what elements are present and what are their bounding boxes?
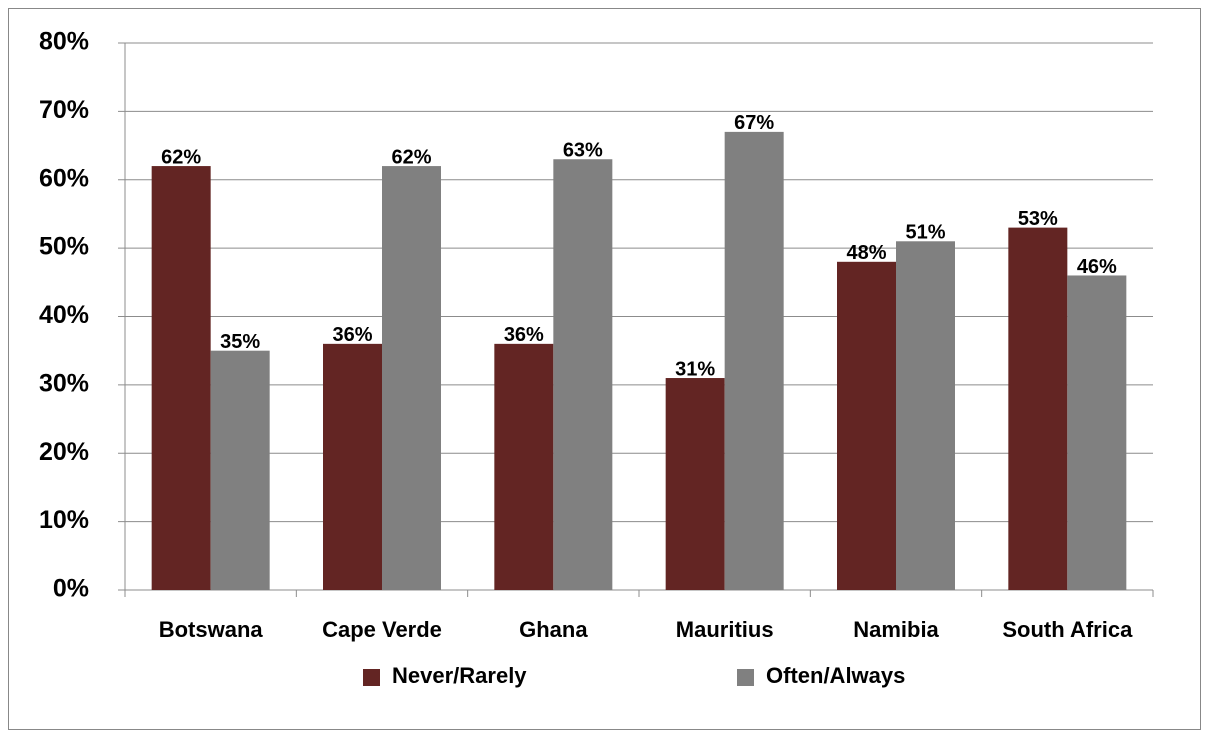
- bar: [151, 166, 211, 590]
- y-tick-label: 50%: [39, 233, 89, 261]
- bar: [494, 343, 554, 590]
- bar: [323, 343, 382, 590]
- data-label: 62%: [391, 146, 431, 168]
- bar: [665, 378, 725, 590]
- y-tick-label: 80%: [39, 28, 89, 56]
- bar: [724, 131, 784, 590]
- legend-label: Often/Always: [766, 663, 905, 688]
- y-tick-label: 10%: [39, 506, 89, 534]
- y-tick-label: 0%: [53, 575, 89, 603]
- data-label: 53%: [1018, 208, 1058, 230]
- data-label: 36%: [504, 324, 544, 346]
- data-label: 46%: [1077, 256, 1117, 278]
- x-tick-label: Namibia: [853, 617, 939, 642]
- data-label: 31%: [675, 358, 715, 380]
- legend-label: Never/Rarely: [392, 663, 527, 688]
- y-tick-label: 20%: [39, 438, 89, 466]
- x-tick-label: Ghana: [519, 617, 588, 642]
- bar: [1008, 227, 1068, 591]
- bar: [553, 159, 613, 591]
- data-label: 51%: [905, 222, 945, 244]
- data-label: 67%: [734, 112, 774, 134]
- data-label: 62%: [161, 146, 201, 168]
- bar: [210, 350, 270, 590]
- data-label: 35%: [220, 331, 260, 353]
- data-label: 36%: [332, 324, 372, 346]
- x-tick-label: Botswana: [159, 617, 264, 642]
- legend-swatch: [737, 669, 754, 686]
- legend-swatch: [363, 669, 380, 686]
- bar: [1067, 275, 1127, 590]
- y-tick-label: 70%: [39, 96, 89, 124]
- y-tick-label: 40%: [39, 301, 89, 329]
- y-tick-label: 60%: [39, 164, 89, 192]
- x-tick-label: South Africa: [1002, 617, 1133, 642]
- bar: [896, 241, 955, 590]
- x-tick-label: Mauritius: [676, 617, 774, 642]
- data-label: 48%: [846, 242, 886, 264]
- bar: [382, 166, 441, 590]
- bar: [837, 261, 896, 590]
- data-label: 63%: [563, 140, 603, 162]
- y-tick-label: 30%: [39, 369, 89, 397]
- x-tick-label: Cape Verde: [322, 617, 442, 642]
